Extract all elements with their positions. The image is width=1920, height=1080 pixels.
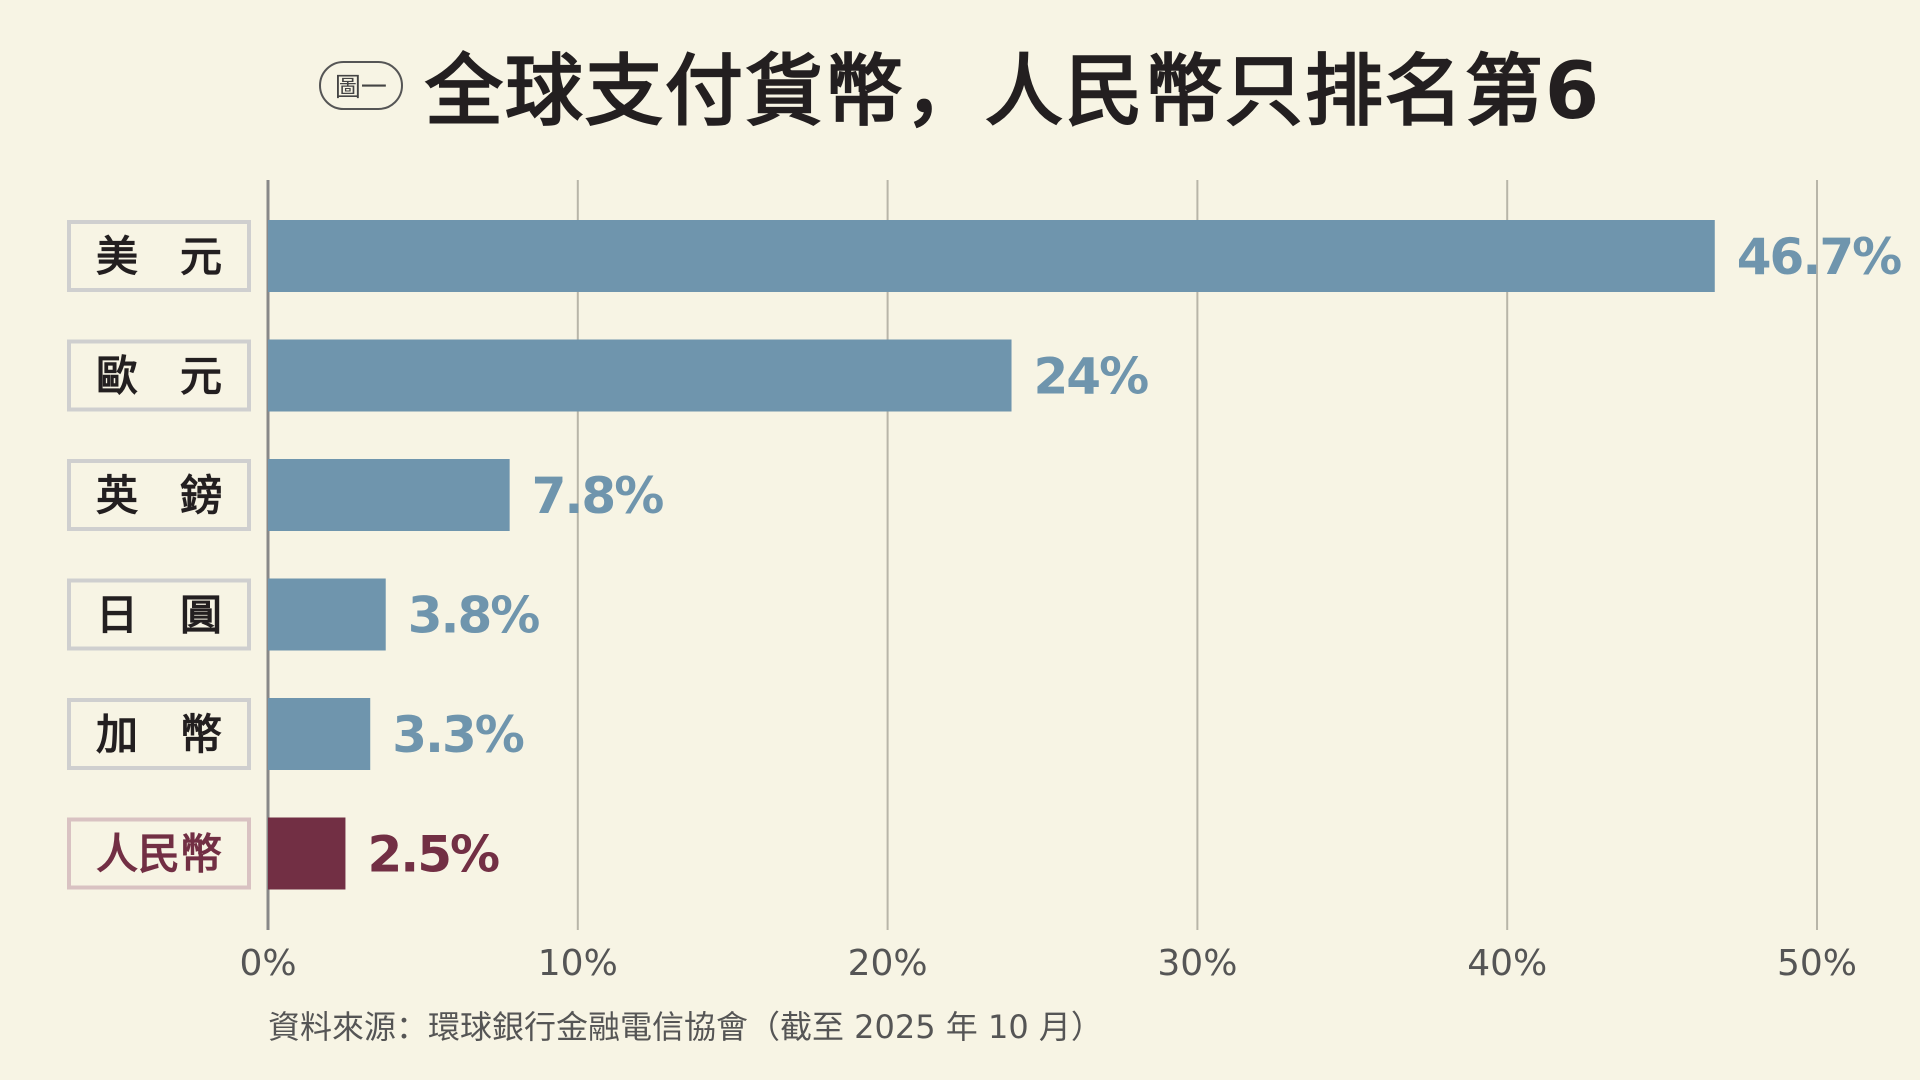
category-label: 歐 元: [96, 352, 222, 401]
x-tick-label: 0%: [239, 943, 296, 984]
x-tick-label: 20%: [848, 943, 928, 984]
bar: [268, 459, 510, 531]
data-label: 3.3%: [392, 706, 524, 764]
category-label: 人民幣: [96, 830, 222, 879]
category-label-box: [67, 817, 251, 890]
bar: [268, 578, 386, 651]
x-tick-label: 10%: [538, 943, 618, 984]
category-label-box: [67, 220, 251, 292]
x-tick-label: 30%: [1157, 943, 1237, 984]
category-label-box: [67, 459, 251, 531]
data-label: 7.8%: [532, 467, 664, 525]
x-tick-label: 50%: [1777, 943, 1857, 984]
data-label: 2.5%: [367, 826, 499, 884]
category-label-box: [67, 578, 251, 651]
category-label-box: [67, 698, 251, 770]
category-label: 英 鎊: [96, 471, 222, 520]
bar: [268, 339, 1012, 412]
bar: [268, 220, 1715, 292]
data-label: 24%: [1034, 348, 1149, 406]
chart-title: 全球支付貨幣，人民幣只排名第6: [424, 47, 1602, 137]
category-label: 美 元: [96, 232, 222, 281]
bar: [268, 817, 346, 890]
category-label: 日 圓: [96, 591, 222, 640]
source-note: 資料來源：環球銀行金融電信協會（截至 2025 年 10 月）: [268, 1008, 1103, 1046]
x-tick-label: 40%: [1467, 943, 1547, 984]
data-label: 3.8%: [408, 587, 540, 645]
bar: [268, 698, 371, 770]
data-label: 46.7%: [1737, 228, 1901, 286]
category-label: 加 幣: [96, 710, 222, 759]
figure-badge: 圖一: [318, 60, 403, 110]
category-label-box: [67, 339, 251, 412]
title-row: 圖一 全球支付貨幣，人民幣只排名第6: [0, 30, 1920, 140]
